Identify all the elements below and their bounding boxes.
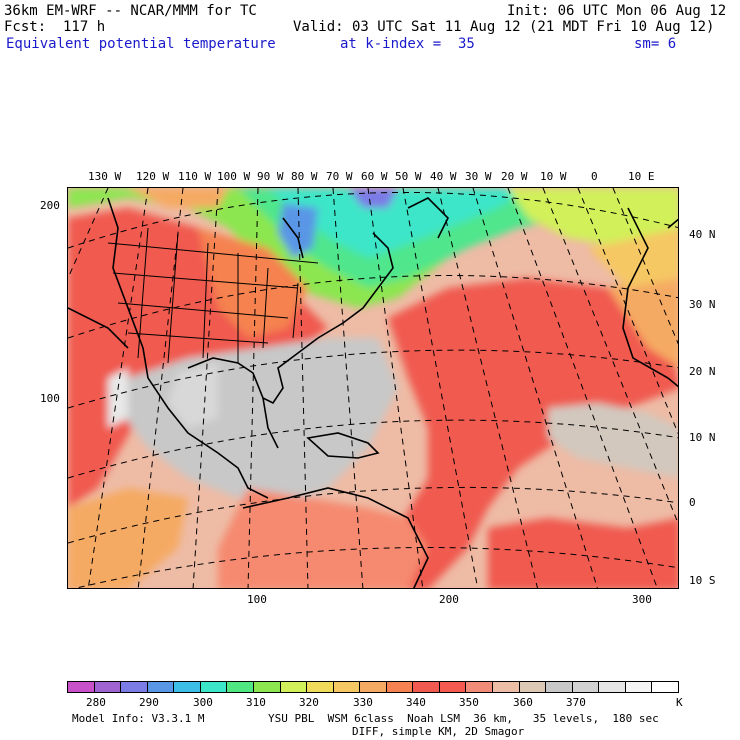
smoothing: sm= 6 <box>634 36 677 52</box>
colorbar-swatch <box>307 682 334 692</box>
colorbar-tick: 320 <box>299 696 319 709</box>
physics-info: YSU PBL WSM 6class Noah LSM 36 km, 35 le… <box>268 712 659 725</box>
colorbar-swatch <box>625 682 653 692</box>
lon-label: 70 W <box>326 170 353 183</box>
lon-label: 100 W <box>217 170 251 183</box>
lon-label: 10 W <box>540 170 567 183</box>
colorbar-tick: 340 <box>406 696 426 709</box>
colorbar-swatch <box>519 682 547 692</box>
lon-label: 50 W <box>395 170 422 183</box>
colorbar-swatch <box>200 682 228 692</box>
colorbar-tick: 280 <box>86 696 106 709</box>
colorbar-swatch <box>227 682 254 692</box>
colorbar-swatch <box>121 682 148 692</box>
lat-label: 30 N <box>689 298 716 311</box>
colorbar-swatch <box>652 682 678 692</box>
colorbar-swatch <box>68 682 95 692</box>
theta-e-map <box>67 187 679 589</box>
colorbar-swatch <box>174 682 201 692</box>
colorbar-tick: 300 <box>193 696 213 709</box>
grid-y-label: 200 <box>40 199 60 212</box>
lon-label: 10 E <box>628 170 655 183</box>
colorbar <box>67 681 679 693</box>
diffusion-info: DIFF, simple KM, 2D Smagor <box>352 725 525 738</box>
colorbar-tick: 330 <box>353 696 373 709</box>
colorbar-tick: 350 <box>459 696 479 709</box>
colorbar-swatch <box>413 682 440 692</box>
graticule <box>68 188 678 588</box>
colorbar-swatch <box>386 682 414 692</box>
colorbar-swatch <box>546 682 573 692</box>
grid-x-label: 300 <box>632 593 652 606</box>
lon-label: 80 W <box>291 170 318 183</box>
lat-label: 40 N <box>689 228 716 241</box>
level-index: at k-index = 35 <box>340 36 475 52</box>
colorbar-swatch <box>493 682 520 692</box>
lon-label: 130 W <box>88 170 122 183</box>
lon-label: 20 W <box>501 170 528 183</box>
lon-label: 40 W <box>430 170 457 183</box>
colorbar-swatch <box>253 682 281 692</box>
colorbar-tick: 310 <box>246 696 266 709</box>
colorbar-unit: K <box>676 696 683 709</box>
colorbar-swatch <box>572 682 600 692</box>
model-info: Model Info: V3.3.1 M <box>72 712 205 725</box>
lat-label: 20 N <box>689 365 716 378</box>
grid-x-label: 100 <box>247 593 267 606</box>
grid-y-label: 100 <box>40 392 60 405</box>
lon-label: 110 W <box>178 170 212 183</box>
lon-label: 30 W <box>465 170 492 183</box>
colorbar-tick: 360 <box>513 696 533 709</box>
colorbar-swatch <box>333 682 361 692</box>
colorbar-tick: 370 <box>566 696 586 709</box>
init-time: Init: 06 UTC Mon 06 Aug 12 <box>507 3 727 19</box>
lon-label: 90 W <box>257 170 284 183</box>
grid-x-label: 200 <box>439 593 459 606</box>
coastlines <box>68 197 678 588</box>
colorbar-swatch <box>147 682 175 692</box>
lon-label: 120 W <box>136 170 170 183</box>
field-shading <box>68 188 678 588</box>
colorbar-swatch <box>599 682 626 692</box>
state-borders <box>107 227 319 364</box>
colorbar-swatch <box>94 682 122 692</box>
lat-label: 10 S <box>689 574 716 587</box>
colorbar-swatch <box>280 682 308 692</box>
field-name: Equivalent potential temperature <box>6 36 276 52</box>
lat-label: 10 N <box>689 431 716 444</box>
lon-label: 60 W <box>361 170 388 183</box>
forecast-hour: Fcst: 117 h <box>4 19 106 35</box>
colorbar-swatch <box>439 682 467 692</box>
map-canvas <box>68 188 678 588</box>
model-title: 36km EM-WRF -- NCAR/MMM for TC <box>4 3 257 19</box>
colorbar-swatch <box>466 682 493 692</box>
lat-label: 0 <box>689 496 696 509</box>
lon-label: 0 <box>591 170 598 183</box>
colorbar-swatch <box>360 682 387 692</box>
colorbar-tick: 290 <box>139 696 159 709</box>
valid-time: Valid: 03 UTC Sat 11 Aug 12 (21 MDT Fri … <box>293 19 715 35</box>
